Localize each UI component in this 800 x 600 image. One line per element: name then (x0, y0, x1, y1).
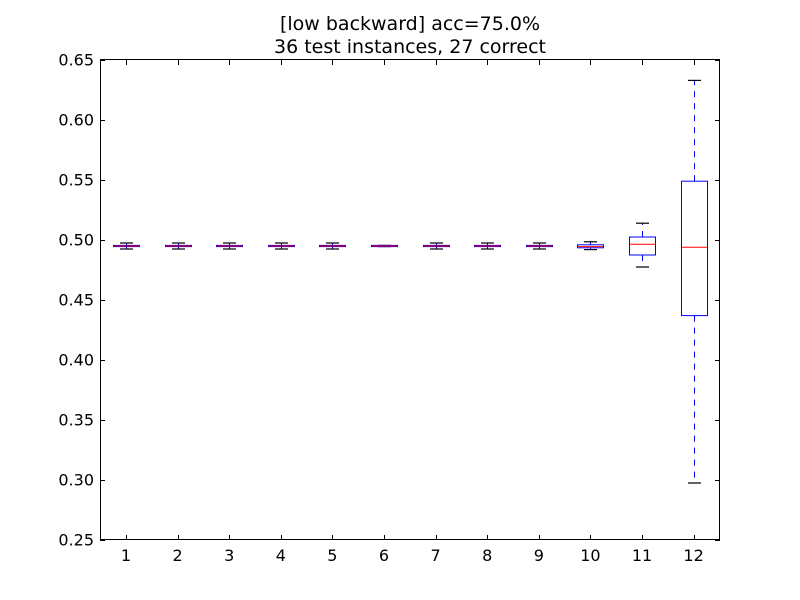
x-tick-label: 8 (482, 546, 492, 565)
axis-ticks: 0.250.300.350.400.450.500.550.600.651 2 3 4… (58, 51, 720, 565)
y-tick-label: 0.45 (58, 291, 94, 310)
x-tick-label: 5 (327, 546, 337, 565)
plot-frame (100, 59, 720, 540)
box-group (526, 242, 553, 250)
x-tick-label: 2 (173, 546, 183, 565)
box-group (216, 242, 243, 250)
box-group (165, 242, 192, 250)
box-group (113, 242, 140, 250)
box-group (577, 241, 604, 251)
chart-title-line-2: 36 test instances, 27 correct (274, 36, 546, 58)
x-tick-label: 6 (379, 546, 389, 565)
x-tick-label: 10 (580, 546, 600, 565)
x-tick-label: 4 (276, 546, 286, 565)
box-group (681, 79, 708, 484)
y-tick-label: 0.50 (58, 231, 94, 250)
box-group (474, 242, 501, 250)
x-tick-label: 9 (534, 546, 544, 565)
chart-title-line-1: [low backward] acc=75.0% (279, 13, 541, 35)
box (681, 180, 708, 317)
y-tick-label: 0.60 (58, 111, 94, 130)
box-group (319, 242, 346, 250)
y-tick-label: 0.35 (58, 411, 94, 430)
y-tick-label: 0.40 (58, 351, 94, 370)
x-tick-label: 11 (632, 546, 652, 565)
y-tick-label: 0.65 (58, 51, 94, 70)
y-tick-label: 0.30 (58, 471, 94, 490)
x-tick-label: 7 (431, 546, 441, 565)
box (629, 236, 656, 256)
x-tick-label: 1 (121, 546, 131, 565)
box-group (268, 242, 295, 250)
boxplot-boxes (113, 79, 708, 484)
box-group (629, 222, 656, 268)
x-tick-label: 12 (683, 546, 703, 565)
y-tick-label: 0.25 (58, 531, 94, 550)
y-tick-label: 0.55 (58, 171, 94, 190)
box-group (423, 242, 450, 250)
box-group (371, 244, 398, 248)
x-tick-label: 3 (224, 546, 234, 565)
